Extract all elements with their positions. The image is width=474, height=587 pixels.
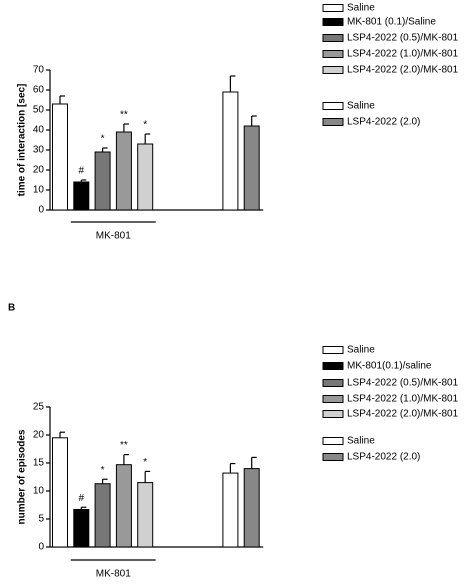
- y-tick-label: 20: [33, 430, 45, 441]
- legend-label: Saline: [347, 345, 375, 356]
- significance: *: [143, 120, 147, 131]
- legend-swatch: [322, 50, 344, 58]
- legend-label: LSP4-2022 (2.0): [347, 117, 420, 128]
- legend-label: Saline: [347, 436, 375, 447]
- significance: **: [120, 440, 128, 451]
- bar: [73, 181, 90, 211]
- legend-label: LSP4-2022 (0.5)/MK-801: [347, 33, 459, 44]
- bar: [94, 483, 111, 548]
- y-tick-label: 15: [33, 458, 45, 469]
- legend-swatch: [322, 34, 344, 42]
- group-label: MK-801: [96, 231, 131, 242]
- y-tick-label: 0: [38, 205, 44, 216]
- bar: [115, 131, 132, 211]
- y-tick-label: 50: [33, 105, 45, 116]
- legend-swatch: [322, 379, 344, 387]
- legend-swatch: [322, 453, 344, 461]
- significance: *: [101, 465, 105, 476]
- legend-swatch: [322, 102, 344, 110]
- y-tick-label: 0: [38, 542, 44, 553]
- bar: [243, 468, 260, 548]
- significance: *: [101, 134, 105, 145]
- legend-swatch: [322, 395, 344, 403]
- y-axis-label: number of episodes: [17, 429, 28, 524]
- bar: [137, 143, 154, 211]
- y-axis-label: time of interaction [sec]: [17, 84, 28, 197]
- significance: #: [79, 493, 85, 504]
- bar: [52, 103, 68, 211]
- legend-label: LSP4-2022 (1.0)/MK-801: [347, 394, 459, 405]
- legend-label: LSP4-2022 (2.0): [347, 452, 420, 463]
- y-tick-label: 10: [33, 185, 45, 196]
- legend-label: LSP4-2022 (0.5)/MK-801: [347, 378, 459, 389]
- legend-label: Saline: [347, 101, 375, 112]
- y-tick-label: 5: [38, 514, 44, 525]
- y-tick-label: 60: [33, 85, 45, 96]
- legend-label: MK-801 (0.1)/Saline: [347, 17, 436, 28]
- legend-swatch: [322, 18, 344, 26]
- bar: [52, 437, 68, 548]
- y-tick-label: 70: [33, 65, 45, 76]
- legend-label: MK-801(0.1)/saline: [347, 361, 432, 372]
- bar: [222, 91, 239, 211]
- significance: *: [143, 457, 147, 468]
- legend-label: LSP4-2022 (2.0)/MK-801: [347, 409, 459, 420]
- bar: [94, 151, 111, 211]
- significance: #: [79, 166, 85, 177]
- legend-swatch: [322, 437, 344, 445]
- y-tick-label: 25: [33, 402, 45, 413]
- bar: [243, 125, 260, 211]
- legend-swatch: [322, 410, 344, 418]
- legend-swatch: [322, 118, 344, 126]
- y-tick-label: 30: [33, 145, 45, 156]
- legend-label: LSP4-2022 (1.0)/MK-801: [347, 49, 459, 60]
- panel-label: B: [8, 303, 15, 314]
- bar: [73, 508, 90, 548]
- bar: [115, 464, 132, 548]
- group-label: MK-801: [96, 569, 131, 580]
- y-tick-label: 10: [33, 486, 45, 497]
- significance: **: [120, 110, 128, 121]
- legend-swatch: [322, 362, 344, 370]
- y-tick-label: 20: [33, 165, 45, 176]
- bar: [222, 472, 239, 548]
- legend-label: LSP4-2022 (2.0)/MK-801: [347, 65, 459, 76]
- legend-swatch: [322, 4, 344, 12]
- y-tick-label: 40: [33, 125, 45, 136]
- legend-swatch: [322, 66, 344, 74]
- bar: [137, 482, 154, 548]
- legend-label: Saline: [347, 3, 375, 14]
- legend-swatch: [322, 346, 344, 354]
